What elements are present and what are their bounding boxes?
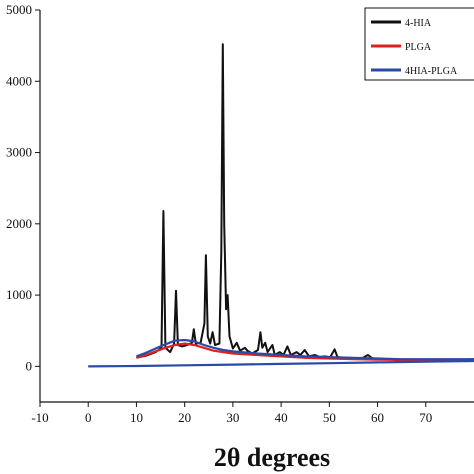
legend-label: PLGA xyxy=(405,42,432,53)
x-tick-label: 70 xyxy=(419,410,432,425)
x-axis-ticks: -10 0 10 20 30 40 50 60 70 xyxy=(31,402,432,425)
legend-label: 4HIA-PLGA xyxy=(405,66,458,77)
x-tick-label: 30 xyxy=(226,410,239,425)
y-tick-label: 1000 xyxy=(6,287,32,302)
y-tick-label: 2000 xyxy=(6,216,32,231)
legend-box xyxy=(364,7,474,81)
y-tick-label: 0 xyxy=(26,358,33,373)
x-tick-label: 0 xyxy=(85,410,92,425)
x-tick-label: -10 xyxy=(31,410,48,425)
series-layer xyxy=(88,43,474,368)
y-tick-label: 5000 xyxy=(6,2,32,17)
series-line-4 xyxy=(88,359,474,368)
x-tick-label: 20 xyxy=(178,410,191,425)
x-axis-label: 2θ degrees xyxy=(214,443,330,472)
plot-frame xyxy=(39,10,474,403)
y-axis-ticks: 0 1000 2000 3000 4000 5000 xyxy=(6,2,40,373)
series-line-3 xyxy=(136,338,474,361)
series-line-1 xyxy=(136,43,474,362)
x-tick-label: 60 xyxy=(371,410,384,425)
y-tick-label: 4000 xyxy=(6,73,32,88)
x-tick-label: 40 xyxy=(275,410,288,425)
x-tick-label: 50 xyxy=(323,410,336,425)
y-tick-label: 3000 xyxy=(6,145,32,160)
legend: 4-HIA PLGA 4HIA-PLGA xyxy=(364,7,474,81)
legend-label: 4-HIA xyxy=(405,18,432,29)
x-tick-label: 10 xyxy=(130,410,143,425)
